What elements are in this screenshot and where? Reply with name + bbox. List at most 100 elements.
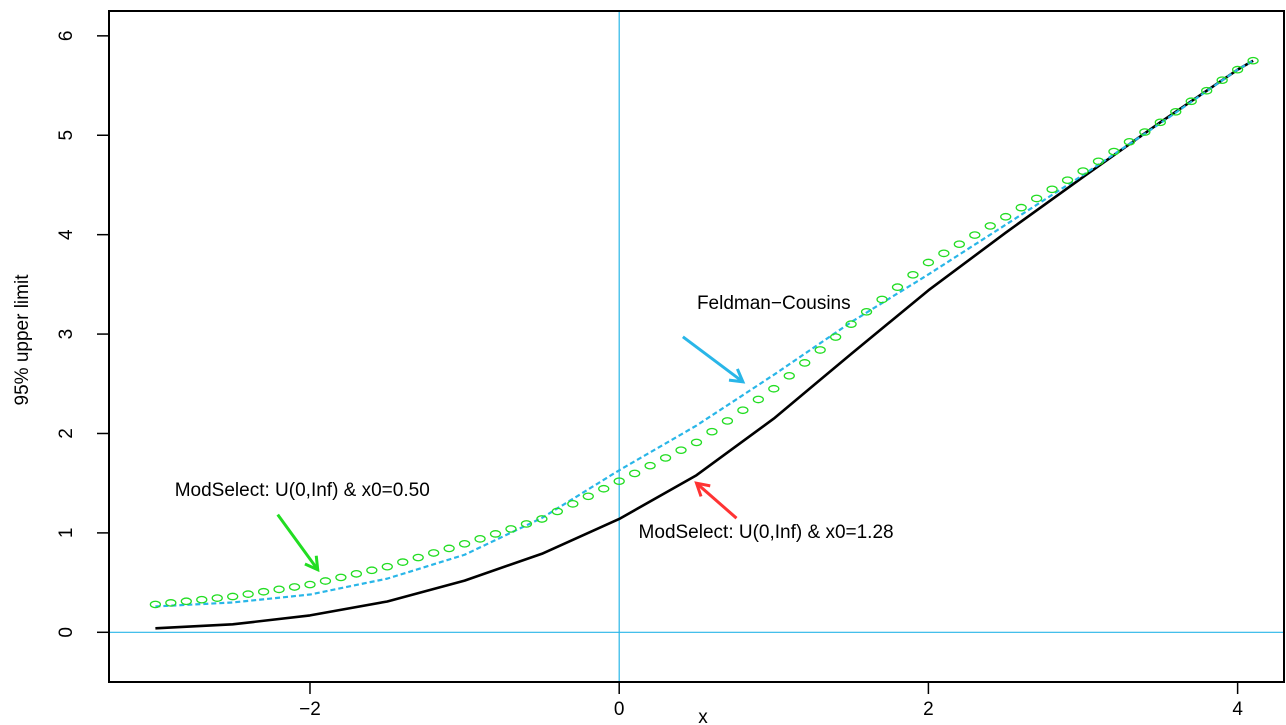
data-point <box>969 231 981 239</box>
data-point <box>165 599 177 607</box>
data-point <box>1015 203 1027 212</box>
annotation-label: Feldman−Cousins <box>697 293 851 314</box>
y-axis: 0 1 2 3 4 5 6 <box>56 31 109 638</box>
data-point <box>227 592 239 601</box>
data-point <box>829 333 842 341</box>
x-tick-label: −2 <box>299 699 321 720</box>
data-point <box>319 577 332 585</box>
data-point <box>690 438 703 447</box>
data-point <box>1139 128 1151 136</box>
data-point <box>907 270 919 279</box>
annotation-arrowhead <box>304 555 320 573</box>
series-layer <box>149 56 1259 630</box>
data-point <box>273 585 285 594</box>
data-point <box>257 587 270 596</box>
data-point <box>644 461 656 470</box>
data-point <box>783 371 795 380</box>
data-point <box>242 590 254 598</box>
series-line-0 <box>155 59 1254 630</box>
data-point <box>721 417 734 425</box>
x-tick-label: 4 <box>1232 699 1243 720</box>
y-tick-label: 1 <box>56 528 77 539</box>
data-point <box>412 553 424 562</box>
y-tick-label: 2 <box>56 428 77 439</box>
annotation-label: ModSelect: U(0,Inf) & x0=1.28 <box>639 522 894 543</box>
data-point <box>706 427 718 436</box>
y-tick-label: 3 <box>56 329 77 340</box>
data-point <box>474 535 486 543</box>
data-point <box>211 594 223 602</box>
data-point <box>381 562 393 571</box>
annotation-label: ModSelect: U(0,Inf) & x0=0.50 <box>175 480 430 501</box>
data-point <box>397 558 409 566</box>
data-point <box>598 484 610 493</box>
data-point <box>567 500 579 508</box>
data-point <box>845 320 857 328</box>
data-point <box>1092 157 1105 166</box>
x-axis: −2 0 2 4 <box>299 682 1243 720</box>
data-point <box>938 249 950 258</box>
annotation-arrow <box>695 482 738 520</box>
data-point <box>551 507 564 516</box>
series-line-1 <box>155 59 1254 608</box>
data-point <box>443 544 455 553</box>
data-point <box>288 583 301 591</box>
data-point <box>196 595 208 604</box>
data-point <box>891 283 904 292</box>
y-tick-label: 4 <box>56 229 77 240</box>
data-point <box>984 222 996 230</box>
data-point <box>1247 56 1259 65</box>
x-axis-label: x <box>698 707 708 725</box>
data-point <box>1170 107 1182 116</box>
data-point <box>1077 167 1089 175</box>
annotations: Feldman−Cousins ModSelect: U(0,Inf) & x0=… <box>175 293 894 573</box>
series-points-2 <box>149 56 1259 609</box>
y-tick-label: 0 <box>56 627 77 638</box>
data-point <box>799 359 811 367</box>
data-point <box>1154 118 1166 127</box>
data-point <box>366 566 378 575</box>
data-point <box>675 446 687 455</box>
y-axis-label: 95% upper limit <box>12 274 33 406</box>
data-point <box>1231 65 1244 74</box>
data-point <box>350 569 363 578</box>
annotation-arrowhead <box>694 481 711 497</box>
annotation-arrow <box>276 513 319 571</box>
y-tick-label: 5 <box>56 130 77 141</box>
data-point <box>752 395 764 404</box>
data-point <box>335 573 347 582</box>
data-point <box>536 515 548 523</box>
data-point <box>582 492 594 501</box>
data-point <box>1108 147 1120 156</box>
data-point <box>860 307 873 316</box>
data-point <box>613 477 625 486</box>
data-point <box>304 580 316 589</box>
data-point <box>1000 212 1012 221</box>
data-point <box>489 530 502 538</box>
data-point <box>629 469 641 478</box>
data-point <box>659 454 672 462</box>
data-point <box>428 549 440 557</box>
data-point <box>768 384 780 393</box>
data-point <box>180 597 192 606</box>
data-point <box>1061 176 1074 185</box>
data-point <box>1185 97 1197 106</box>
data-point <box>149 600 162 609</box>
data-point <box>520 520 533 528</box>
plot-frame <box>108 10 1285 683</box>
data-point <box>953 240 965 249</box>
x-tick-label: 2 <box>923 699 934 720</box>
annotation-arrow <box>681 335 744 383</box>
data-point <box>458 539 471 548</box>
data-point <box>814 346 826 354</box>
data-point <box>876 295 888 304</box>
data-point <box>922 258 935 267</box>
data-point <box>1216 76 1228 85</box>
reference-lines <box>109 11 1284 682</box>
data-point <box>737 406 749 415</box>
data-point <box>1030 194 1043 203</box>
data-point <box>1046 185 1058 194</box>
data-point <box>1123 137 1136 146</box>
annotation-arrowhead <box>728 368 746 384</box>
